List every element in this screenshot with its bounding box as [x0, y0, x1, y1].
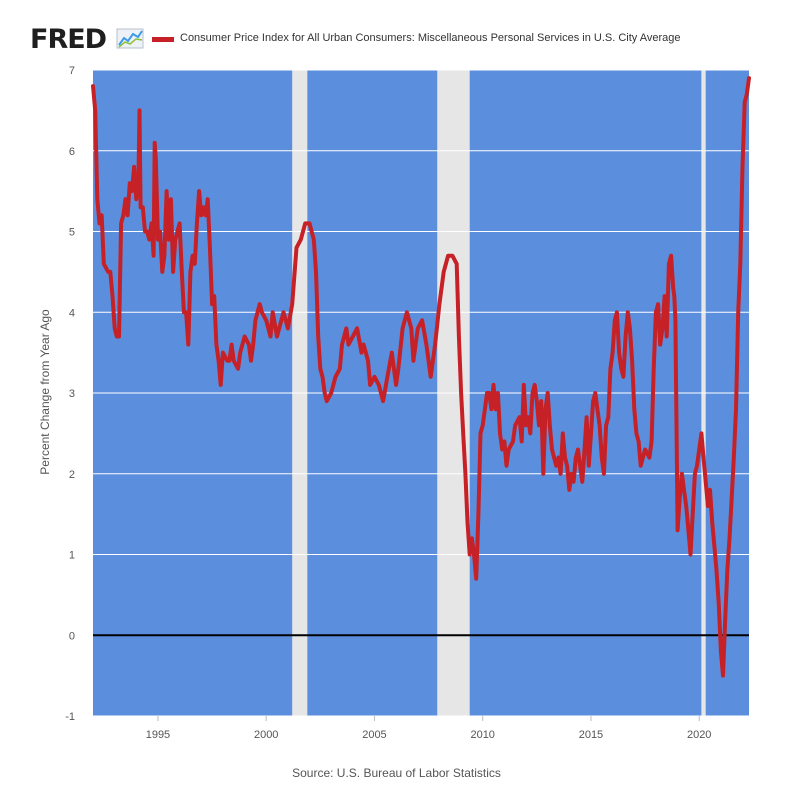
x-axis-ticks: 1995 2000 2005 2010 2015 2020	[146, 716, 711, 741]
y-tick-label: 7	[69, 65, 75, 77]
fred-logo: FRED	[30, 24, 107, 55]
y-axis-title: Percent Change from Year Ago	[38, 309, 52, 475]
x-tick-label: 2020	[687, 729, 711, 741]
source-note: Source: U.S. Bureau of Labor Statistics	[292, 766, 501, 780]
y-tick-label: 0	[69, 630, 75, 642]
legend-label: Consumer Price Index for All Urban Consu…	[180, 32, 681, 44]
y-tick-label: 1	[69, 550, 75, 562]
fred-graph-icon	[116, 28, 144, 49]
y-tick-label: -1	[65, 711, 75, 723]
x-tick-label: 2010	[470, 729, 494, 741]
y-axis-ticks: -1 0 1 2 3 4 5 6 7	[65, 65, 75, 723]
series-line-1	[91, 76, 751, 678]
y-tick-label: 3	[69, 388, 75, 400]
x-tick-label: 2015	[579, 729, 603, 741]
x-tick-label: 2000	[254, 729, 278, 741]
gridlines	[93, 69, 749, 717]
x-tick-label: 2005	[362, 729, 386, 741]
chart-header: FRED Consumer Price Index for All Urban …	[30, 22, 770, 55]
y-tick-label: 5	[69, 227, 75, 239]
legend-swatch	[152, 37, 174, 42]
y-tick-label: 4	[69, 307, 75, 319]
y-tick-label: 6	[69, 146, 75, 158]
x-tick-label: 1995	[146, 729, 170, 741]
series-group	[91, 76, 751, 678]
y-tick-label: 2	[69, 469, 75, 481]
